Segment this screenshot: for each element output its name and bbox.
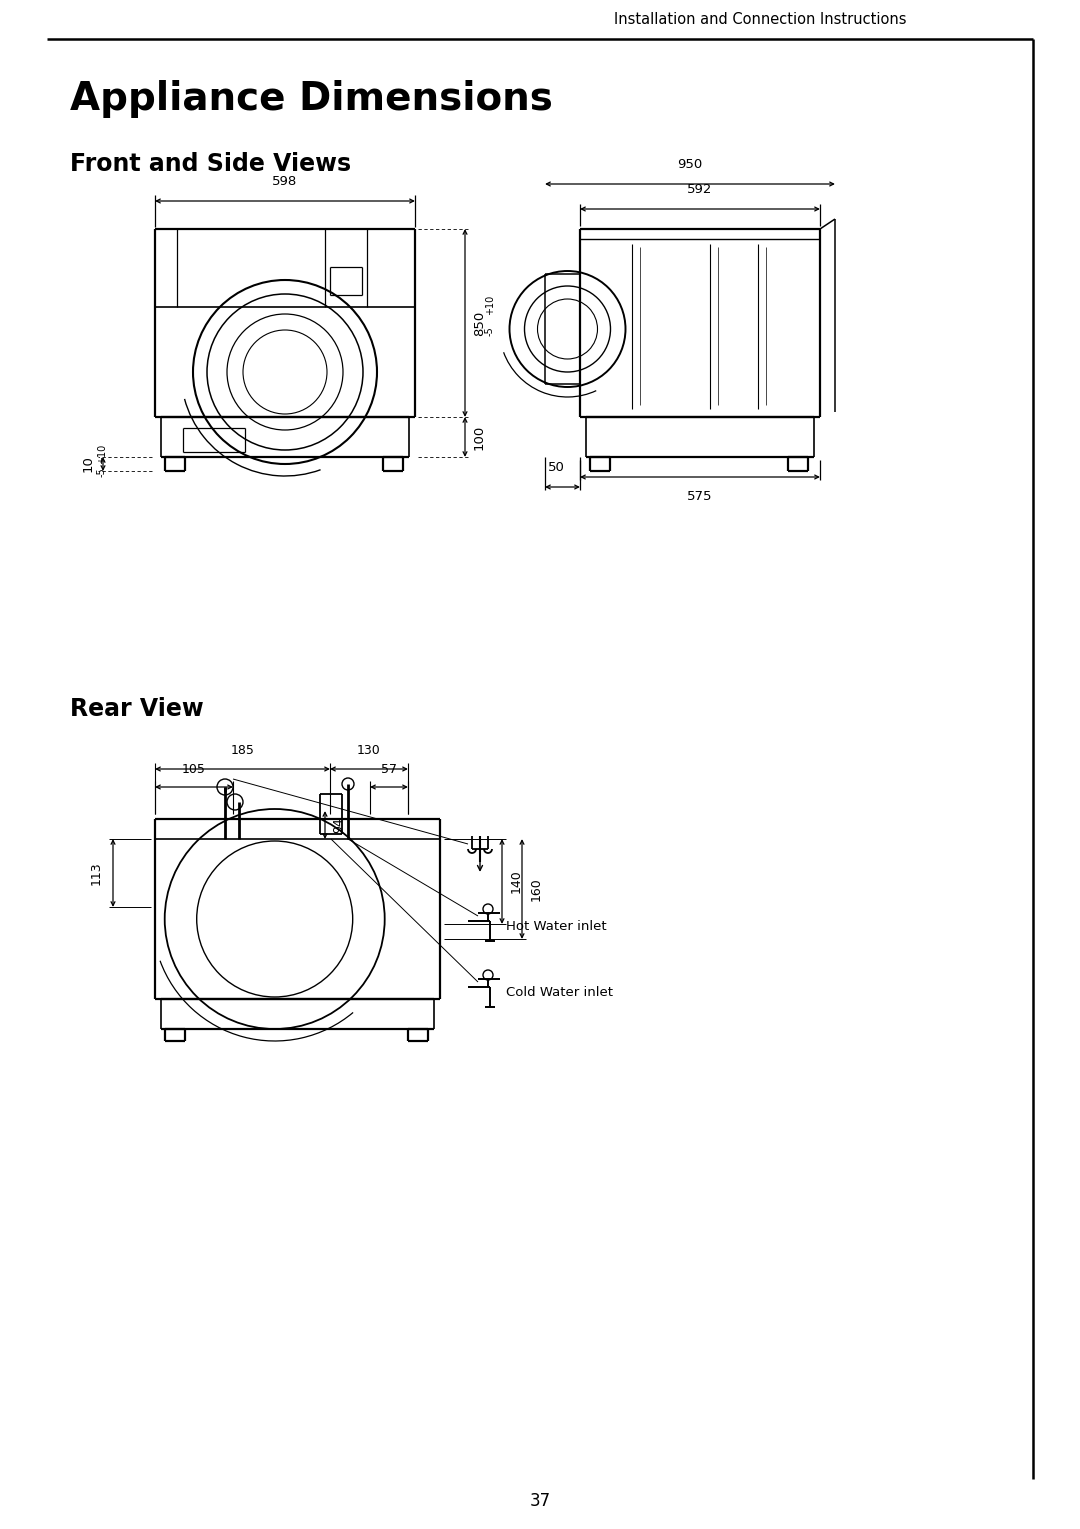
Text: Appliance Dimensions: Appliance Dimensions <box>70 80 553 118</box>
Text: 592: 592 <box>687 183 713 196</box>
Text: +10: +10 <box>485 295 495 315</box>
Text: Hot Water inlet: Hot Water inlet <box>507 919 607 933</box>
Text: 185: 185 <box>230 745 255 757</box>
Text: 10: 10 <box>82 456 95 472</box>
Text: 37: 37 <box>529 1492 551 1511</box>
Text: 105: 105 <box>183 763 206 777</box>
Text: 598: 598 <box>272 174 298 188</box>
Text: -5: -5 <box>97 468 107 477</box>
Text: Cold Water inlet: Cold Water inlet <box>507 986 613 998</box>
Text: 113: 113 <box>90 861 103 885</box>
Text: 130: 130 <box>357 745 381 757</box>
Text: 950: 950 <box>677 157 703 171</box>
Text: 850: 850 <box>473 310 486 336</box>
Text: 575: 575 <box>687 489 713 503</box>
Text: Rear View: Rear View <box>70 697 204 722</box>
Text: +10: +10 <box>97 443 107 465</box>
Text: 94: 94 <box>332 816 345 833</box>
Text: Front and Side Views: Front and Side Views <box>70 151 351 176</box>
Text: 57: 57 <box>381 763 397 777</box>
Text: 140: 140 <box>510 870 523 893</box>
Text: 100: 100 <box>473 425 486 450</box>
Text: 160: 160 <box>530 878 543 901</box>
Text: -5: -5 <box>485 326 495 336</box>
Text: 50: 50 <box>548 462 565 474</box>
Text: Installation and Connection Instructions: Installation and Connection Instructions <box>613 12 906 26</box>
